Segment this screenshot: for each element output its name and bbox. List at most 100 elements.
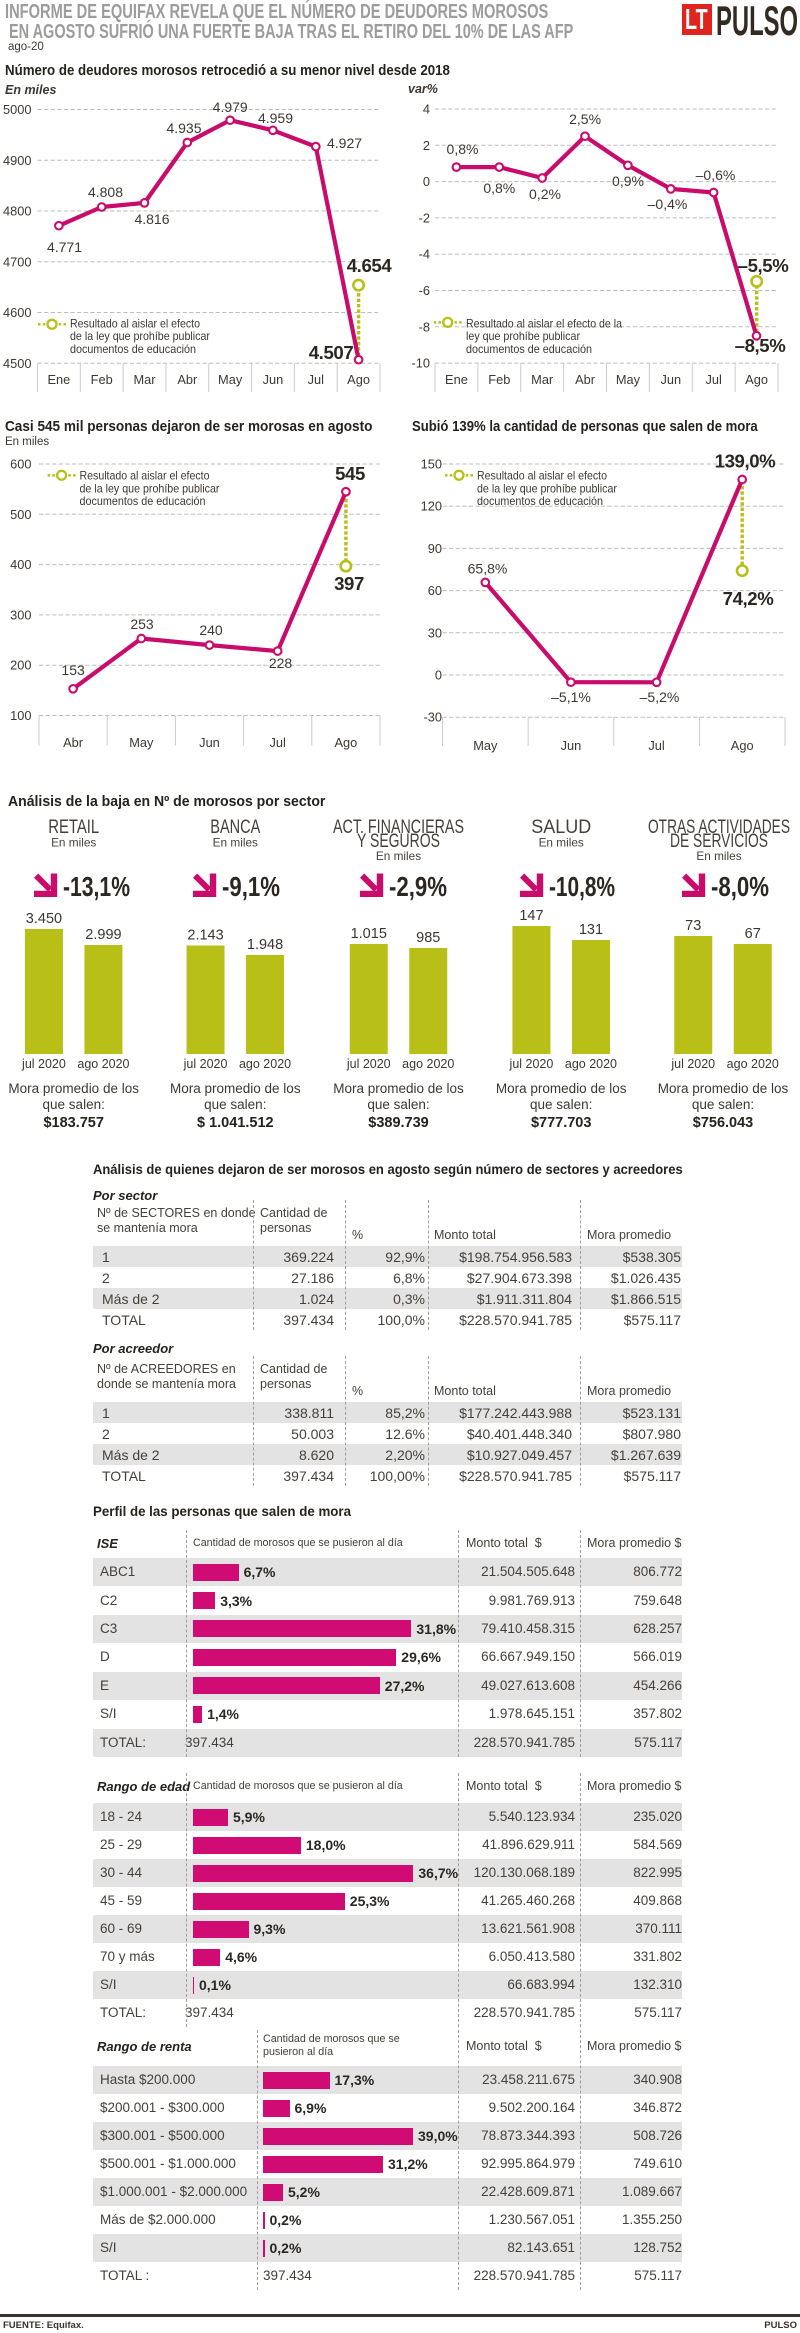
- svg-text:4.654: 4.654: [347, 255, 393, 276]
- svg-text:Jun: Jun: [263, 372, 284, 387]
- svg-text:74,2%: 74,2%: [723, 588, 775, 609]
- svg-text:4.979: 4.979: [213, 100, 248, 115]
- svg-text:Resultado al aislar el efecto: Resultado al aislar el efecto: [80, 470, 210, 483]
- svg-text:Ene: Ene: [48, 372, 71, 387]
- svg-text:Mar: Mar: [134, 372, 157, 387]
- svg-text:May: May: [473, 738, 498, 753]
- svg-text:que salen:: que salen:: [692, 1097, 754, 1112]
- svg-text:4.808: 4.808: [88, 184, 123, 200]
- svg-text:0,9%: 0,9%: [612, 173, 644, 189]
- svg-text:600: 600: [10, 457, 31, 472]
- svg-text:100: 100: [10, 708, 31, 723]
- svg-text:Resultado al aislar el efecto: Resultado al aislar el efecto: [70, 318, 200, 331]
- svg-text:$ 1.041.512: $ 1.041.512: [197, 1115, 274, 1131]
- svg-text:documentos de educación: documentos de educación: [466, 343, 592, 356]
- svg-text:May: May: [129, 735, 154, 750]
- svg-text:Mora promedio de los: Mora promedio de los: [170, 1081, 301, 1096]
- svg-text:-8,0%: -8,0%: [711, 871, 769, 902]
- svg-text:4.816: 4.816: [134, 211, 169, 227]
- svg-text:Jun: Jun: [660, 372, 681, 387]
- svg-text:3.450: 3.450: [26, 911, 62, 927]
- svg-text:Mora promedio de los: Mora promedio de los: [333, 1081, 464, 1096]
- svg-text:-2: -2: [419, 210, 430, 225]
- svg-text:4.927: 4.927: [327, 135, 362, 151]
- svg-text:60: 60: [428, 583, 442, 598]
- svg-text:ago 2020: ago 2020: [565, 1057, 617, 1071]
- svg-text:131: 131: [579, 922, 603, 938]
- svg-text:153: 153: [61, 662, 85, 678]
- svg-text:147: 147: [519, 908, 543, 924]
- svg-text:200: 200: [10, 658, 31, 673]
- svg-text:ago 2020: ago 2020: [239, 1057, 291, 1071]
- svg-text:En miles: En miles: [539, 836, 584, 850]
- svg-text:545: 545: [335, 463, 365, 484]
- svg-text:Jun: Jun: [199, 735, 220, 750]
- svg-text:$389.739: $389.739: [368, 1115, 428, 1131]
- svg-text:–0,6%: –0,6%: [696, 167, 736, 183]
- svg-text:que salen:: que salen:: [530, 1097, 592, 1112]
- svg-text:documentos de educación: documentos de educación: [70, 343, 196, 356]
- svg-text:Mora promedio de los: Mora promedio de los: [8, 1081, 139, 1096]
- svg-text:–5,2%: –5,2%: [640, 689, 680, 705]
- svg-text:documentos de educación: documentos de educación: [477, 495, 603, 508]
- svg-text:30: 30: [428, 625, 442, 640]
- svg-text:Abr: Abr: [63, 735, 84, 750]
- svg-text:Mora promedio de los: Mora promedio de los: [496, 1081, 627, 1096]
- svg-text:En miles: En miles: [696, 849, 741, 863]
- svg-text:que salen:: que salen:: [43, 1097, 105, 1112]
- svg-text:Y SEGUROS: Y SEGUROS: [357, 831, 440, 852]
- svg-text:de la ley que prohíbe publicar: de la ley que prohíbe publicar: [80, 482, 220, 495]
- svg-text:ACT. FINANCIERAS: ACT. FINANCIERAS: [333, 817, 464, 838]
- svg-text:Feb: Feb: [91, 372, 113, 387]
- svg-text:-2,9%: -2,9%: [389, 871, 447, 902]
- svg-text:$777.703: $777.703: [531, 1115, 591, 1131]
- svg-text:jul 2020: jul 2020: [346, 1057, 391, 1071]
- svg-text:Mora promedio de los: Mora promedio de los: [658, 1081, 789, 1096]
- svg-text:Jul: Jul: [648, 738, 664, 753]
- svg-text:Jul: Jul: [308, 372, 324, 387]
- svg-text:4800: 4800: [3, 204, 31, 219]
- svg-text:4.935: 4.935: [166, 120, 201, 136]
- svg-text:397: 397: [334, 573, 364, 594]
- svg-text:May: May: [218, 372, 243, 387]
- svg-text:$756.043: $756.043: [693, 1115, 753, 1131]
- svg-text:Jul: Jul: [270, 735, 286, 750]
- svg-text:4600: 4600: [3, 305, 31, 320]
- svg-text:documentos de educación: documentos de educación: [80, 495, 206, 508]
- svg-text:Mar: Mar: [531, 372, 554, 387]
- svg-text:67: 67: [745, 926, 761, 942]
- svg-text:4500: 4500: [3, 356, 31, 371]
- svg-text:5000: 5000: [3, 102, 31, 117]
- svg-text:150: 150: [421, 457, 442, 472]
- svg-text:Ene: Ene: [445, 372, 468, 387]
- svg-text:139,0%: 139,0%: [715, 451, 777, 472]
- svg-text:985: 985: [416, 930, 440, 946]
- svg-text:73: 73: [685, 918, 701, 934]
- svg-text:ago 2020: ago 2020: [77, 1057, 129, 1071]
- svg-text:Abr: Abr: [177, 372, 198, 387]
- svg-text:En miles: En miles: [376, 849, 421, 863]
- svg-text:120: 120: [421, 499, 442, 514]
- svg-text:4900: 4900: [3, 153, 31, 168]
- svg-text:-4: -4: [419, 247, 430, 262]
- svg-text:Feb: Feb: [488, 372, 510, 387]
- svg-text:253: 253: [130, 616, 154, 632]
- svg-text:0: 0: [435, 668, 442, 683]
- svg-text:RETAIL: RETAIL: [48, 817, 99, 838]
- svg-text:–5,1%: –5,1%: [551, 689, 591, 705]
- svg-text:–0,4%: –0,4%: [648, 196, 688, 212]
- svg-text:2.143: 2.143: [187, 928, 223, 944]
- svg-text:May: May: [616, 372, 641, 387]
- svg-text:500: 500: [10, 507, 31, 522]
- svg-text:SALUD: SALUD: [531, 817, 591, 838]
- svg-text:2,5%: 2,5%: [569, 111, 601, 127]
- svg-text:90: 90: [428, 541, 442, 556]
- svg-text:4.507: 4.507: [309, 342, 354, 363]
- svg-text:En miles: En miles: [213, 836, 258, 850]
- svg-text:Ago: Ago: [745, 372, 768, 387]
- svg-text:400: 400: [10, 557, 31, 572]
- svg-text:1.948: 1.948: [247, 937, 283, 953]
- svg-text:65,8%: 65,8%: [468, 561, 508, 577]
- svg-text:0,8%: 0,8%: [447, 141, 479, 157]
- svg-text:-8: -8: [419, 319, 430, 334]
